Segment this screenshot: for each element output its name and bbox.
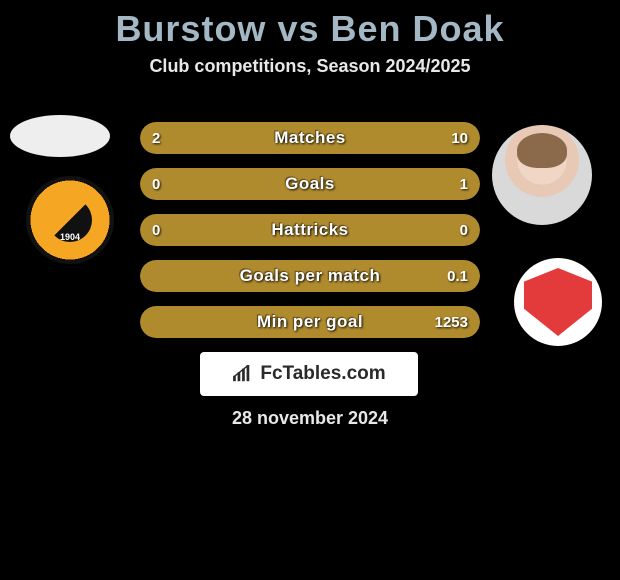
stat-bars: Matches210Goals01Hattricks00Goals per ma… [140, 122, 480, 352]
tiger-icon: 1904 [48, 198, 92, 242]
comparison-title: Burstow vs Ben Doak [0, 0, 620, 56]
bar-value-left: 2 [152, 122, 160, 154]
stat-row-goals-per-match: Goals per match0.1 [140, 260, 480, 292]
subtitle: Club competitions, Season 2024/2025 [0, 56, 620, 107]
player2-avatar [492, 125, 592, 225]
brand-box: FcTables.com [200, 352, 418, 396]
player1-avatar-placeholder [10, 115, 110, 157]
date-text: 28 november 2024 [0, 408, 620, 429]
bar-value-left: 0 [152, 168, 160, 200]
lion-shield-icon [524, 268, 592, 336]
bar-label: Hattricks [140, 214, 480, 246]
stat-row-goals: Goals0 1 [140, 168, 480, 200]
player1-club-badge: 1904 [26, 176, 114, 264]
stat-row-min-per-goal: Min per goal1253 [140, 306, 480, 338]
bar-value-right: 10 [451, 122, 468, 154]
stat-row-matches: Matches2 10 [140, 122, 480, 154]
bar-value-left: 0 [152, 214, 160, 246]
bar-label: Goals [140, 168, 480, 200]
bar-chart-icon [232, 365, 254, 383]
bar-label: Goals per match [140, 260, 480, 292]
bar-value-right: 1253 [435, 306, 468, 338]
bar-value-right: 0.1 [447, 260, 468, 292]
brand-text: FcTables.com [260, 363, 385, 385]
bar-label: Min per goal [140, 306, 480, 338]
player2-name: Ben Doak [331, 8, 505, 49]
bar-value-right: 1 [460, 168, 468, 200]
stat-row-hattricks: Hattricks0 0 [140, 214, 480, 246]
bar-label: Matches [140, 122, 480, 154]
player2-club-badge [514, 258, 602, 346]
player1-name: Burstow [115, 8, 266, 49]
vs-text: vs [277, 8, 319, 49]
bar-value-right: 0 [460, 214, 468, 246]
